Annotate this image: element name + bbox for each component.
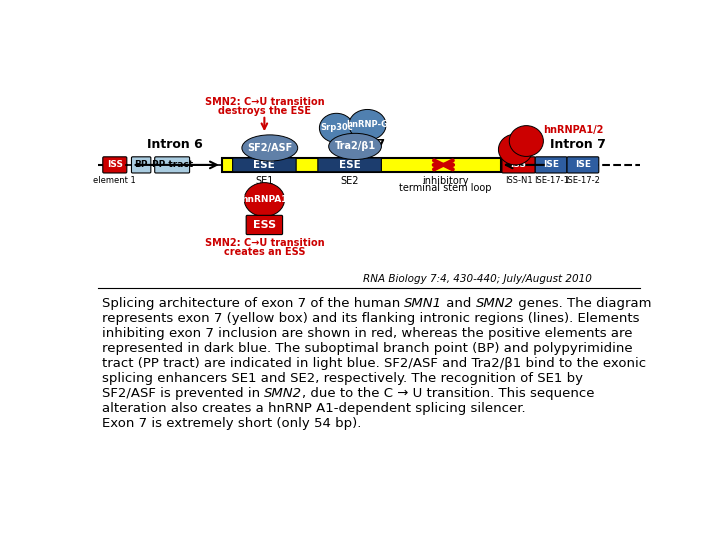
Text: tract (PP tract) are indicated in light blue. SF2/ASF and Tra2/β1 bind to the ex: tract (PP tract) are indicated in light … [102,357,646,370]
Text: Srp30c: Srp30c [320,124,353,132]
FancyBboxPatch shape [246,215,282,234]
Text: SMN2: SMN2 [476,298,514,310]
Text: BP: BP [135,160,148,170]
FancyBboxPatch shape [103,157,127,173]
FancyBboxPatch shape [318,158,382,172]
Text: SF2/ASF: SF2/ASF [247,143,292,153]
Text: Exon 7: Exon 7 [338,138,384,151]
Ellipse shape [320,113,354,143]
Text: ESS: ESS [253,220,276,230]
Ellipse shape [349,110,386,140]
Text: hnRNPA1: hnRNPA1 [241,195,287,204]
Ellipse shape [509,126,544,157]
Text: ISE-17-1: ISE-17-1 [534,176,569,185]
FancyBboxPatch shape [535,157,567,173]
FancyBboxPatch shape [233,158,296,172]
Text: SE1: SE1 [255,176,274,186]
Text: Intron 7: Intron 7 [550,138,606,151]
Text: element 1: element 1 [94,176,136,185]
Text: creates an ESS: creates an ESS [224,247,305,256]
Text: ISS: ISS [107,160,123,170]
FancyBboxPatch shape [155,157,189,173]
Text: SMN1: SMN1 [404,298,442,310]
Text: hnRNPA1/2: hnRNPA1/2 [544,125,604,135]
Text: inhibiting exon 7 inclusion are shown in red, whereas the positive elements are: inhibiting exon 7 inclusion are shown in… [102,327,632,340]
Text: ESE: ESE [253,160,275,170]
Text: represents exon 7 (yellow box) and its flanking intronic regions (lines). Elemen: represents exon 7 (yellow box) and its f… [102,312,639,326]
Ellipse shape [498,134,533,165]
Text: SF2/ASF is prevented in: SF2/ASF is prevented in [102,387,264,401]
Ellipse shape [242,135,297,161]
Text: Exon 7 is extremely short (only 54 bp).: Exon 7 is extremely short (only 54 bp). [102,417,361,430]
Text: , due to the C → U transition. This sequence: , due to the C → U transition. This sequ… [302,387,595,401]
Text: ISS-N1: ISS-N1 [505,176,532,185]
Text: PP tract: PP tract [152,160,193,170]
Ellipse shape [244,183,284,217]
FancyBboxPatch shape [502,157,535,173]
Text: Splicing architecture of exon 7 of the human: Splicing architecture of exon 7 of the h… [102,298,404,310]
Text: ISE: ISE [543,160,559,170]
Text: ISS: ISS [510,160,526,170]
FancyBboxPatch shape [567,157,599,173]
Bar [222,158,500,172]
Text: hnRNP-G: hnRNP-G [346,120,389,130]
Ellipse shape [329,133,382,159]
Text: inhibitory: inhibitory [422,176,468,186]
Text: terminal stem loop: terminal stem loop [399,184,491,193]
FancyBboxPatch shape [132,157,150,173]
Text: and: and [442,298,476,310]
Text: represented in dark blue. The suboptimal branch point (BP) and polypyrimidine: represented in dark blue. The suboptimal… [102,342,632,355]
Text: destroys the ESE: destroys the ESE [218,106,311,116]
Text: SMN2: C→U transition: SMN2: C→U transition [204,238,324,248]
Text: genes. The diagram: genes. The diagram [514,298,652,310]
Text: ISE: ISE [575,160,591,170]
Text: Tra2/β1: Tra2/β1 [335,141,376,151]
Text: SE2: SE2 [341,176,359,186]
Text: RNA Biology 7:4, 430-440; July/August 2010: RNA Biology 7:4, 430-440; July/August 20… [363,274,592,284]
Text: splicing enhancers SE1 and SE2, respectively. The recognition of SE1 by: splicing enhancers SE1 and SE2, respecti… [102,373,582,386]
Text: ESE: ESE [338,160,361,170]
Text: SMN2: SMN2 [264,387,302,401]
Text: ISE-17-2: ISE-17-2 [565,176,600,185]
Text: alteration also creates a hnRNP A1-dependent splicing silencer.: alteration also creates a hnRNP A1-depen… [102,402,526,415]
Text: SMN2: C→U transition: SMN2: C→U transition [204,97,324,107]
Text: Intron 6: Intron 6 [148,138,203,151]
